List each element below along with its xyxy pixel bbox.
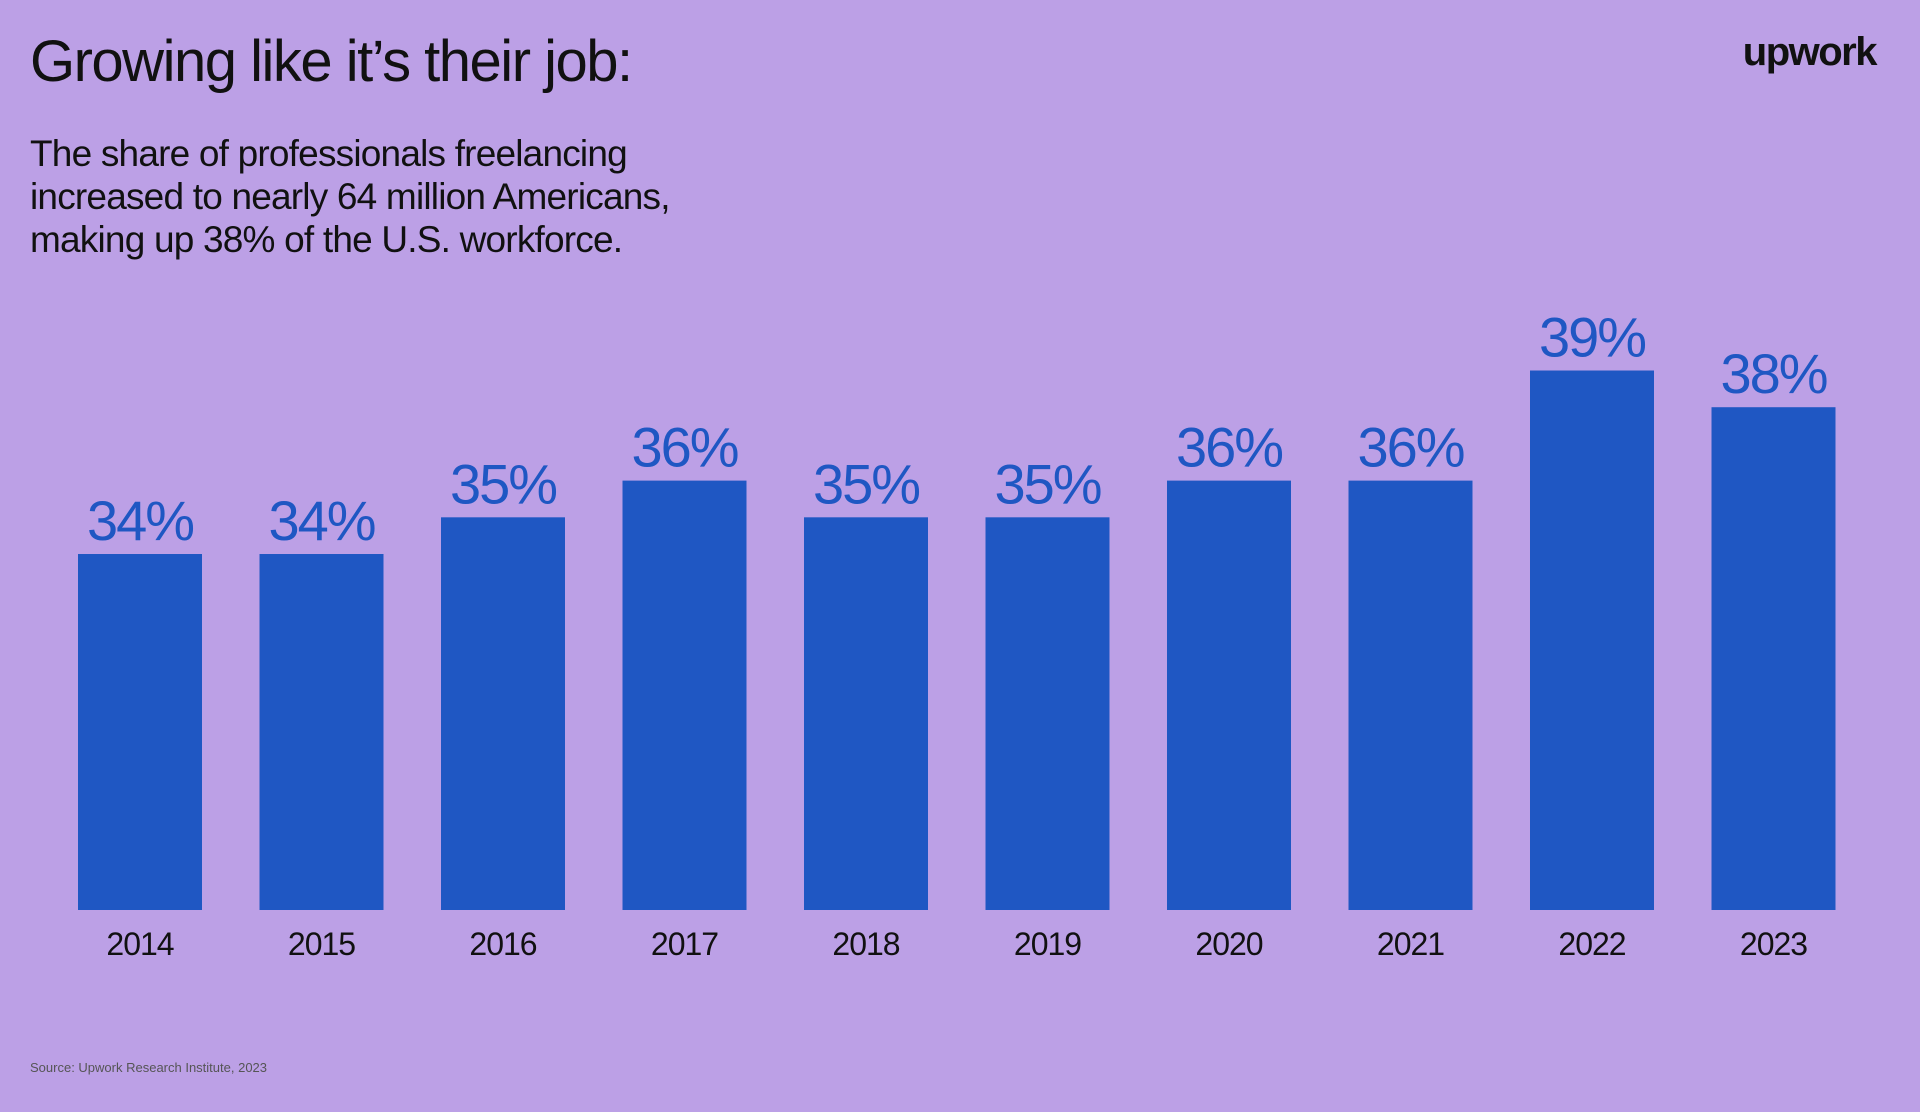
value-label: 39% [1539, 306, 1645, 369]
value-label: 36% [631, 416, 737, 479]
value-label: 38% [1720, 342, 1826, 405]
x-tick-label: 2021 [1377, 926, 1444, 962]
value-label: 36% [1176, 416, 1282, 479]
value-label: 35% [450, 452, 556, 515]
value-label: 35% [994, 452, 1100, 515]
x-tick-label: 2018 [832, 926, 899, 962]
chart-title: Growing like it’s their job: [30, 29, 633, 94]
bar-2019 [985, 517, 1110, 910]
x-tick-label: 2017 [651, 926, 718, 962]
bar-2023 [1711, 407, 1836, 910]
bar-2018 [804, 517, 928, 910]
value-label: 36% [1357, 416, 1463, 479]
value-label: 34% [87, 489, 193, 552]
x-tick-label: 2015 [288, 926, 355, 962]
upwork-logo: upwork [1742, 30, 1878, 74]
source-note: Source: Upwork Research Institute, 2023 [30, 1060, 268, 1075]
value-label: 35% [813, 452, 919, 515]
bar-2014 [78, 554, 202, 910]
subtitle-line: The share of professionals freelancing [30, 133, 628, 174]
subtitle-line: making up 38% of the U.S. workforce. [30, 219, 623, 260]
chart-subtitle: The share of professionals freelancing i… [30, 132, 850, 261]
bar-2022 [1530, 370, 1654, 910]
bar-2015 [259, 554, 384, 910]
subtitle-line: increased to nearly 64 million Americans… [30, 176, 670, 217]
x-tick-label: 2016 [469, 926, 536, 962]
x-tick-label: 2014 [106, 926, 173, 962]
value-label: 34% [268, 489, 374, 552]
x-tick-label: 2022 [1558, 926, 1625, 962]
x-tick-label: 2020 [1195, 926, 1262, 962]
bar-2017 [622, 480, 747, 910]
x-tick-label: 2023 [1740, 926, 1807, 962]
bar-2020 [1167, 480, 1291, 910]
x-tick-label: 2019 [1014, 926, 1081, 962]
bar-2016 [441, 517, 565, 910]
bar-2021 [1348, 480, 1473, 910]
